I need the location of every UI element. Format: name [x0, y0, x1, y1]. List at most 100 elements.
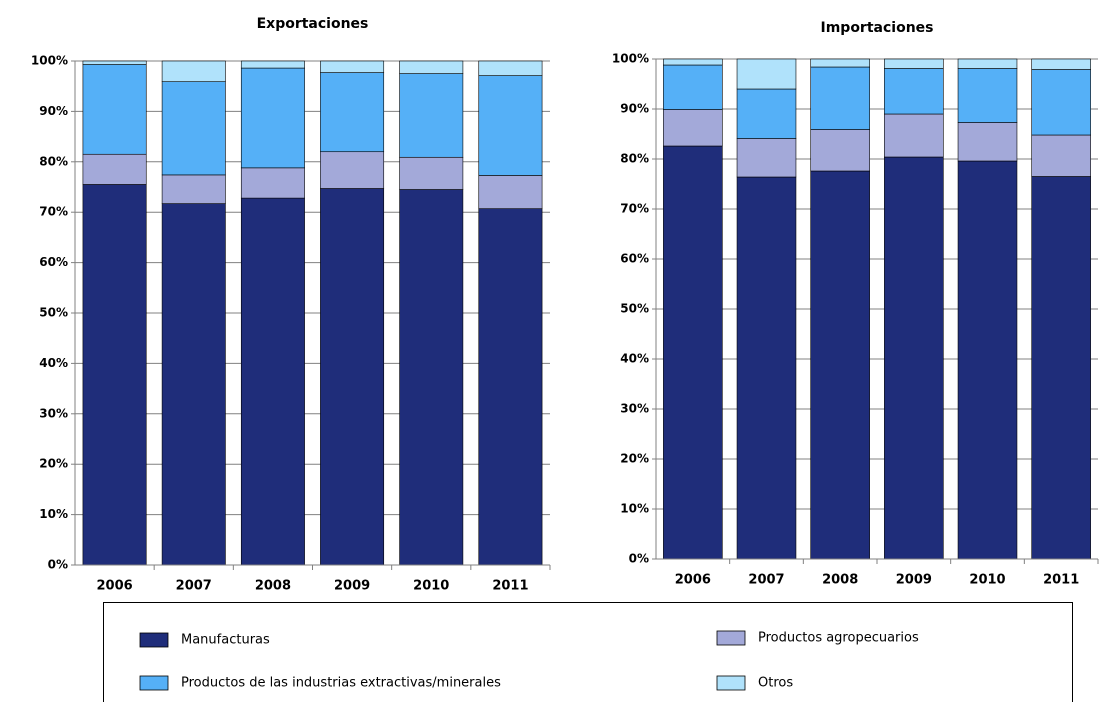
- bar-segment: [736, 58, 797, 90]
- bar-segment: [736, 88, 797, 139]
- y-tick-label: 70%: [39, 205, 68, 219]
- legend-swatch: [139, 675, 169, 691]
- bar-segment: [240, 197, 305, 566]
- y-tick-label: 50%: [39, 306, 68, 320]
- bar-segment: [663, 145, 723, 560]
- y-tick-label: 80%: [39, 154, 68, 168]
- bar-segment: [240, 67, 305, 169]
- y-tick-label: 90%: [39, 104, 68, 118]
- bar-segment: [810, 66, 870, 130]
- y-tick-label: 30%: [39, 406, 68, 420]
- y-tick-label: 0%: [48, 558, 68, 572]
- series: [82, 151, 543, 209]
- x-tick-label: 2007: [748, 573, 784, 588]
- x-tick-label: 2010: [413, 579, 449, 594]
- legend-swatch: [716, 630, 746, 646]
- y-tick-label: 70%: [620, 202, 649, 216]
- bar-segment: [810, 58, 870, 68]
- bar-segment: [1031, 134, 1091, 177]
- series: [663, 109, 1091, 178]
- legend-box: [103, 602, 1073, 702]
- y-tick-label: 40%: [620, 352, 649, 366]
- bar-segment: [736, 176, 797, 560]
- bar-segment: [1031, 58, 1091, 70]
- bar-segment: [957, 68, 1018, 123]
- bar-segment: [478, 60, 543, 76]
- chart-title: Exportaciones: [257, 16, 369, 32]
- bar-segment: [399, 60, 464, 74]
- bar-segment: [663, 64, 723, 110]
- legend-label: Productos de las industrias extractivas/…: [181, 676, 501, 691]
- series: [82, 184, 543, 566]
- y-tick-label: 100%: [31, 54, 68, 68]
- bar-segment: [663, 58, 723, 66]
- bar-segment: [161, 203, 226, 566]
- bar-segment: [884, 68, 944, 115]
- y-tick-label: 60%: [39, 255, 68, 269]
- legend-swatch: [139, 632, 169, 648]
- bar-segment: [810, 129, 870, 172]
- y-tick-label: 60%: [620, 252, 649, 266]
- legend-label: Productos agropecuarios: [758, 631, 919, 646]
- y-tick-label: 40%: [39, 356, 68, 370]
- bar-segment: [399, 189, 464, 566]
- chart-title: Importaciones: [821, 20, 934, 36]
- bar-segment: [1031, 176, 1091, 560]
- bar-segment: [320, 188, 385, 566]
- bar-segment: [320, 72, 385, 153]
- bar-segment: [478, 208, 543, 566]
- bar-segment: [478, 75, 543, 176]
- bar-segment: [884, 58, 944, 69]
- y-tick-label: 50%: [620, 302, 649, 316]
- series: [663, 64, 1091, 139]
- x-tick-label: 2009: [896, 573, 932, 588]
- bar-segment: [957, 160, 1018, 560]
- x-tick-label: 2006: [675, 573, 711, 588]
- bar-segment: [399, 156, 464, 190]
- legend-swatch: [716, 675, 746, 691]
- bar-segment: [1031, 69, 1091, 136]
- y-tick-label: 30%: [620, 402, 649, 416]
- bar-segment: [320, 151, 385, 189]
- y-tick-label: 80%: [620, 152, 649, 166]
- series: [82, 64, 543, 176]
- bar-segment: [161, 174, 226, 204]
- bar-segment: [82, 184, 147, 566]
- bar-segment: [957, 122, 1018, 162]
- x-tick-label: 2011: [492, 579, 528, 594]
- y-tick-label: 20%: [39, 457, 68, 471]
- x-tick-label: 2009: [334, 579, 370, 594]
- x-tick-label: 2008: [822, 573, 858, 588]
- bar-segment: [320, 60, 385, 73]
- y-tick-label: 10%: [39, 507, 68, 521]
- y-tick-label: 10%: [620, 502, 649, 516]
- legend-label: Otros: [758, 676, 793, 691]
- y-tick-label: 0%: [629, 552, 649, 566]
- series: [663, 58, 1091, 90]
- series: [663, 145, 1091, 560]
- x-tick-label: 2011: [1043, 573, 1079, 588]
- bar-segment: [161, 81, 226, 176]
- bar-segment: [884, 113, 944, 158]
- bar-segment: [884, 156, 944, 560]
- legend-label: Manufacturas: [181, 633, 270, 648]
- bar-segment: [399, 73, 464, 158]
- y-tick-label: 90%: [620, 102, 649, 116]
- bar-segment: [82, 64, 147, 155]
- bar-segment: [82, 153, 147, 185]
- bar-segment: [736, 138, 797, 178]
- y-tick-label: 100%: [612, 52, 649, 66]
- x-tick-label: 2006: [96, 579, 132, 594]
- bar-segment: [810, 170, 870, 560]
- series: [82, 60, 543, 82]
- bar-segment: [240, 167, 305, 199]
- bar-segment: [82, 60, 147, 65]
- bar-segment: [957, 58, 1018, 69]
- bar-segment: [663, 109, 723, 147]
- x-tick-label: 2008: [255, 579, 291, 594]
- bar-segment: [240, 60, 305, 69]
- bar-segment: [478, 175, 543, 209]
- y-tick-label: 20%: [620, 452, 649, 466]
- bar-segment: [161, 60, 226, 82]
